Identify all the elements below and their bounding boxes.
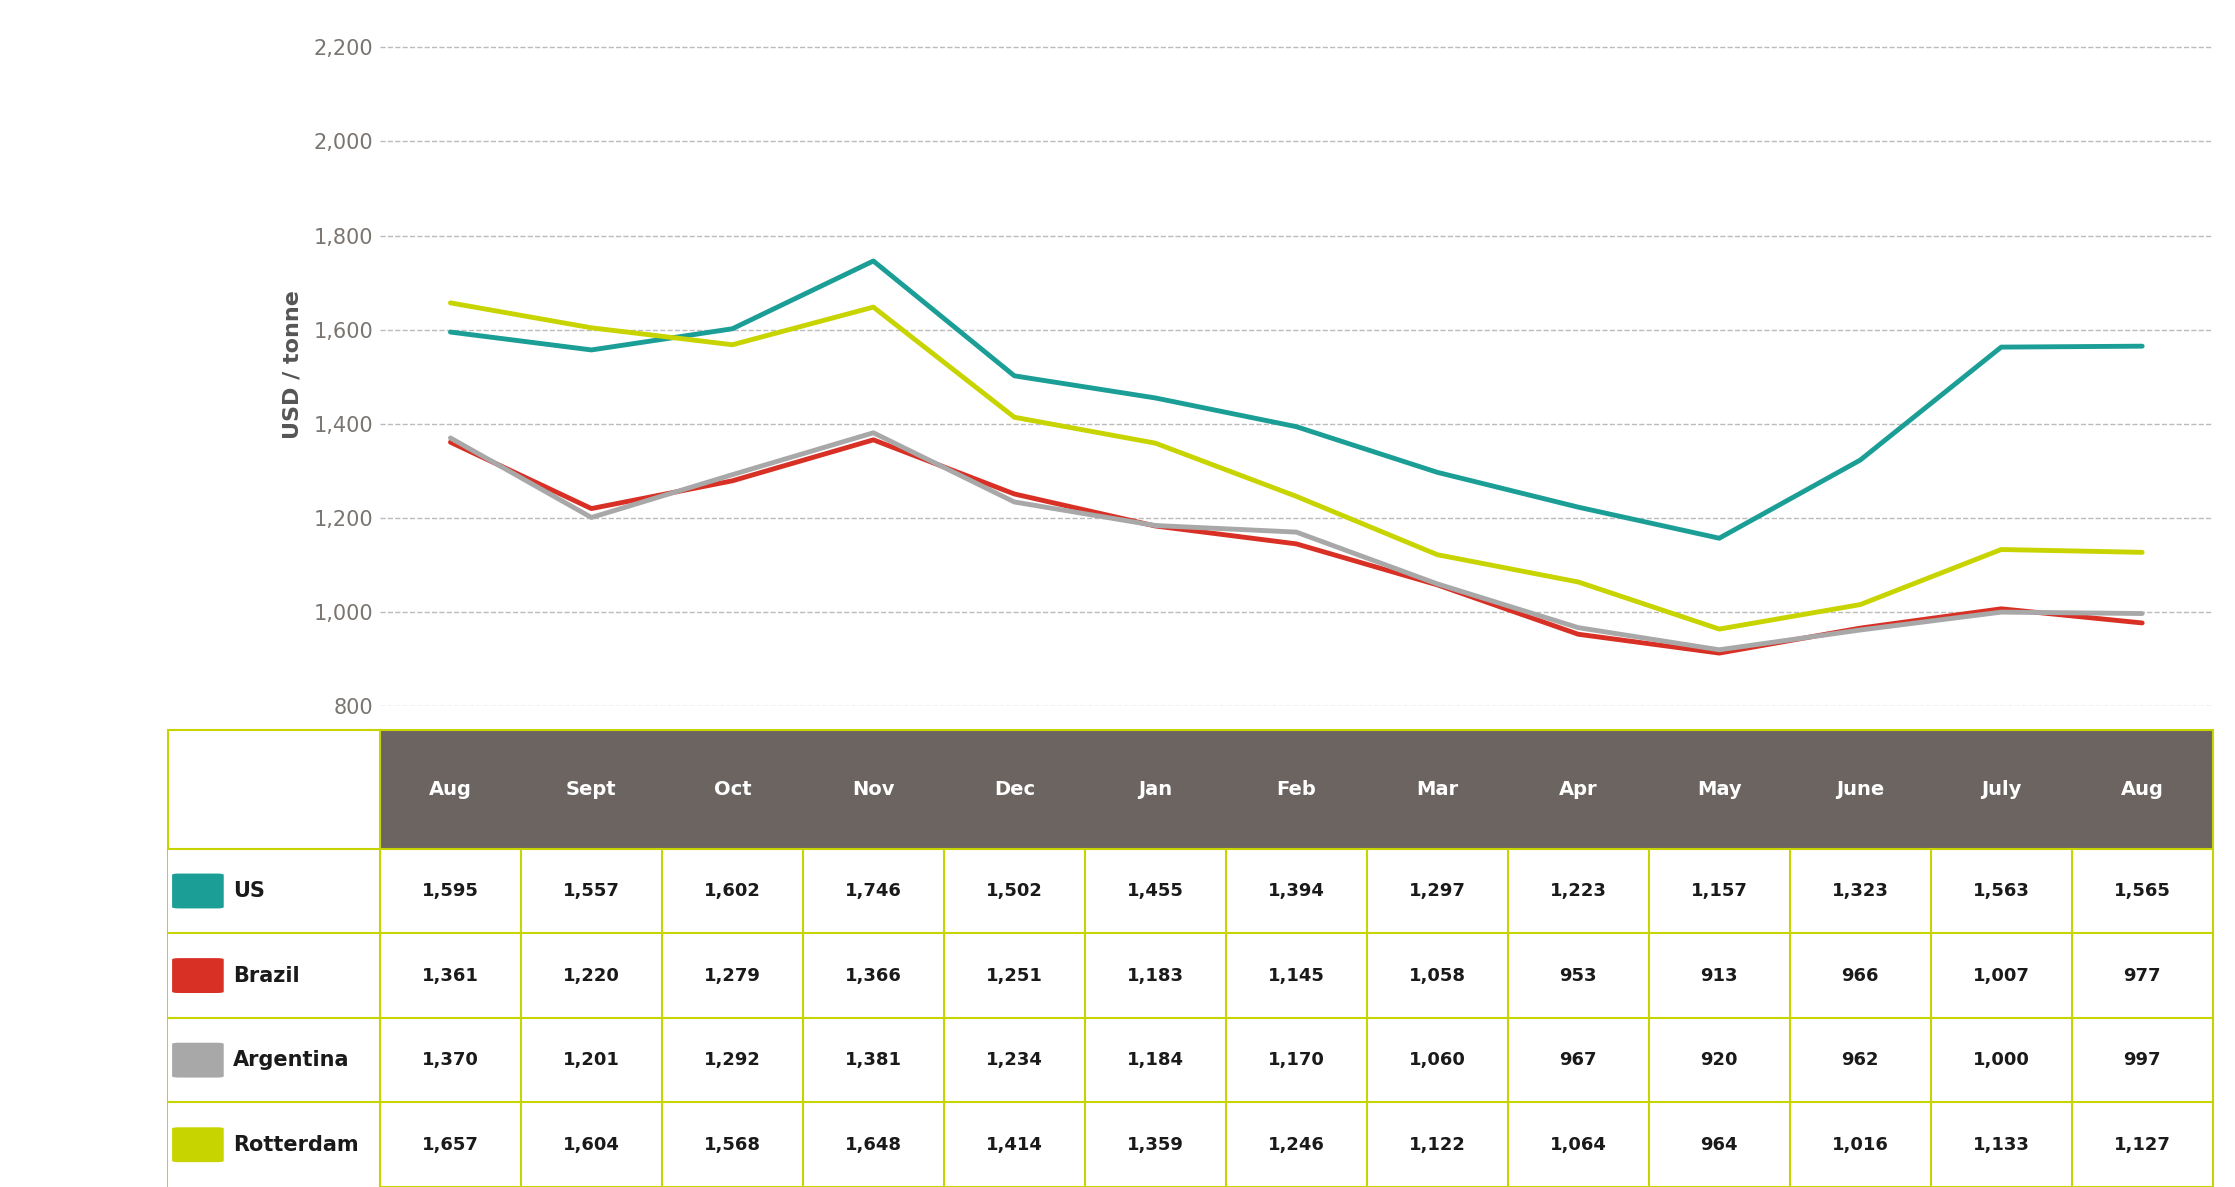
Text: Sept: Sept [565,780,617,799]
Text: 1,000: 1,000 [1974,1052,2029,1069]
Text: 1,602: 1,602 [704,882,760,900]
Text: 1,157: 1,157 [1692,882,1748,900]
Text: 1,359: 1,359 [1126,1136,1185,1154]
Text: 1,279: 1,279 [704,966,760,984]
Text: 1,648: 1,648 [845,1136,903,1154]
Text: July: July [1980,780,2020,799]
Text: Aug: Aug [2121,780,2163,799]
Y-axis label: USD / tonne: USD / tonne [282,291,302,439]
Text: Rotterdam: Rotterdam [232,1135,358,1155]
Text: 1,557: 1,557 [563,882,619,900]
Text: June: June [1837,780,1884,799]
Text: 1,223: 1,223 [1549,882,1607,900]
FancyBboxPatch shape [168,1103,380,1187]
Text: 1,297: 1,297 [1408,882,1466,900]
Text: 1,502: 1,502 [986,882,1044,900]
Text: Jan: Jan [1138,780,1173,799]
Text: 1,604: 1,604 [563,1136,619,1154]
FancyBboxPatch shape [380,1018,2213,1103]
Text: 1,414: 1,414 [986,1136,1044,1154]
Text: May: May [1696,780,1741,799]
Text: Nov: Nov [852,780,894,799]
Text: 1,595: 1,595 [422,882,478,900]
Text: 997: 997 [2123,1052,2161,1069]
Text: 1,568: 1,568 [704,1136,760,1154]
Text: 1,657: 1,657 [422,1136,478,1154]
Text: 1,007: 1,007 [1974,966,2029,984]
Text: 1,170: 1,170 [1267,1052,1325,1069]
FancyBboxPatch shape [172,874,224,908]
Text: 1,220: 1,220 [563,966,619,984]
Text: Aug: Aug [429,780,472,799]
Text: 1,183: 1,183 [1126,966,1185,984]
Text: 953: 953 [1560,966,1598,984]
Text: 1,133: 1,133 [1974,1136,2029,1154]
Text: 1,455: 1,455 [1126,882,1185,900]
FancyBboxPatch shape [380,849,2213,933]
Text: 1,064: 1,064 [1549,1136,1607,1154]
Text: Oct: Oct [713,780,751,799]
Text: 964: 964 [1701,1136,1739,1154]
FancyBboxPatch shape [380,1103,2213,1187]
Text: 962: 962 [1842,1052,1880,1069]
FancyBboxPatch shape [172,958,224,994]
Text: Apr: Apr [1560,780,1598,799]
Text: 913: 913 [1701,966,1739,984]
Text: 977: 977 [2123,966,2161,984]
Text: 1,323: 1,323 [1833,882,1889,900]
Text: 1,016: 1,016 [1833,1136,1889,1154]
Text: 1,122: 1,122 [1408,1136,1466,1154]
Text: 1,366: 1,366 [845,966,901,984]
Text: 1,201: 1,201 [563,1052,619,1069]
Text: 1,565: 1,565 [2114,882,2170,900]
Text: 1,058: 1,058 [1408,966,1466,984]
Text: Mar: Mar [1417,780,1459,799]
Text: 1,394: 1,394 [1267,882,1325,900]
FancyBboxPatch shape [380,730,2213,849]
Text: 920: 920 [1701,1052,1739,1069]
Text: 1,292: 1,292 [704,1052,760,1069]
Text: 1,381: 1,381 [845,1052,903,1069]
FancyBboxPatch shape [168,933,380,1018]
FancyBboxPatch shape [172,1128,224,1162]
Text: 966: 966 [1842,966,1880,984]
FancyBboxPatch shape [168,849,380,933]
Text: Brazil: Brazil [232,965,299,985]
FancyBboxPatch shape [172,1042,224,1078]
Text: Argentina: Argentina [232,1050,349,1071]
Text: 1,370: 1,370 [422,1052,478,1069]
Text: 1,184: 1,184 [1126,1052,1185,1069]
Text: Feb: Feb [1276,780,1316,799]
Text: 1,361: 1,361 [422,966,478,984]
Text: 1,127: 1,127 [2114,1136,2170,1154]
FancyBboxPatch shape [168,1018,380,1103]
Text: 1,234: 1,234 [986,1052,1044,1069]
Text: 1,251: 1,251 [986,966,1044,984]
FancyBboxPatch shape [380,933,2213,1018]
Text: 1,145: 1,145 [1267,966,1325,984]
Text: 1,563: 1,563 [1974,882,2029,900]
Text: 1,746: 1,746 [845,882,901,900]
Text: 1,246: 1,246 [1267,1136,1325,1154]
Text: US: US [232,881,264,901]
Text: 1,060: 1,060 [1408,1052,1466,1069]
Text: Dec: Dec [995,780,1035,799]
Text: 967: 967 [1560,1052,1598,1069]
